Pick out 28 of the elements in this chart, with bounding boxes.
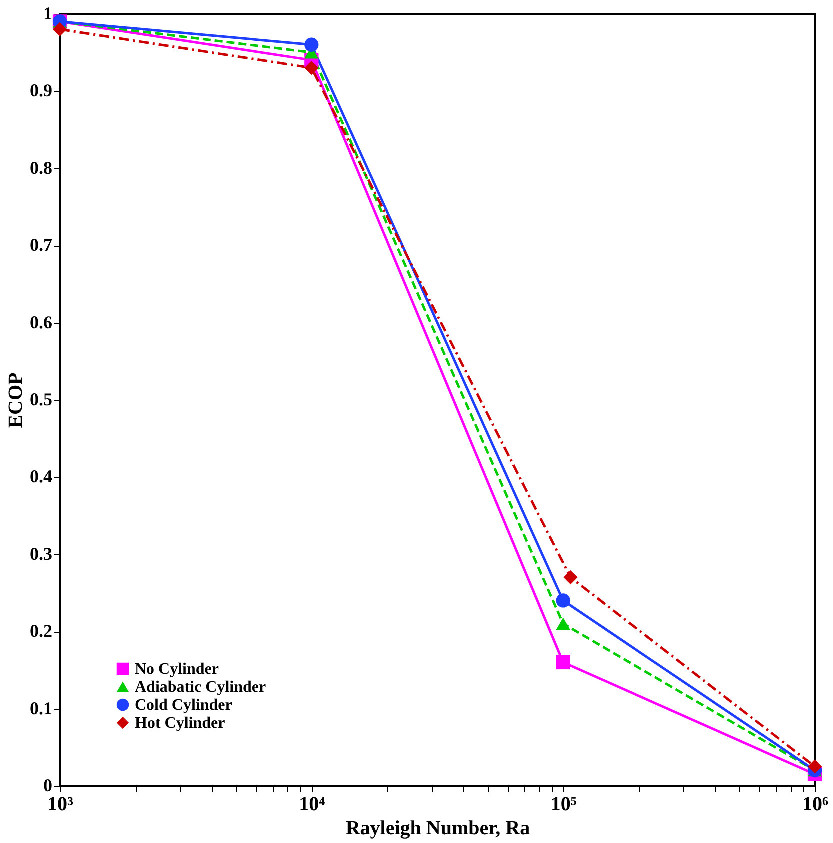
y-tick-label: 0.3 [30, 544, 52, 564]
legend-label: No Cylinder [135, 661, 219, 678]
legend-label: Adiabatic Cylinder [135, 679, 266, 696]
point [556, 618, 570, 630]
point [556, 594, 570, 608]
y-tick-label: 1 [44, 4, 52, 24]
y-tick-label: 0.2 [30, 621, 52, 642]
legend-label: Hot Cylinder [135, 715, 226, 732]
x-tick-label: 10⁶ [802, 794, 828, 816]
y-tick-label: 0.5 [30, 390, 52, 410]
x-tick-label: 10⁴ [299, 794, 326, 816]
point [304, 38, 319, 52]
y-tick-label: 0.9 [30, 80, 52, 101]
y-tick-label: 0.8 [30, 158, 52, 178]
y-tick-label: 0.4 [30, 466, 52, 487]
point [52, 22, 68, 37]
point [304, 60, 319, 76]
x-tick-label: 10³ [48, 794, 74, 816]
point [556, 655, 570, 670]
y-tick-label: 0.7 [30, 235, 52, 256]
y-tick-label: 0 [44, 776, 52, 796]
x-tick-label: 10⁵ [550, 794, 577, 816]
x-axis-title: Rayleigh Number, Ra [346, 818, 530, 840]
y-tick-label: 0.1 [30, 698, 52, 718]
legend-label: Cold Cylinder [135, 697, 232, 714]
y-tick-label: 0.6 [30, 312, 52, 332]
y-axis-title: ECOP [5, 372, 27, 428]
point [808, 760, 822, 774]
